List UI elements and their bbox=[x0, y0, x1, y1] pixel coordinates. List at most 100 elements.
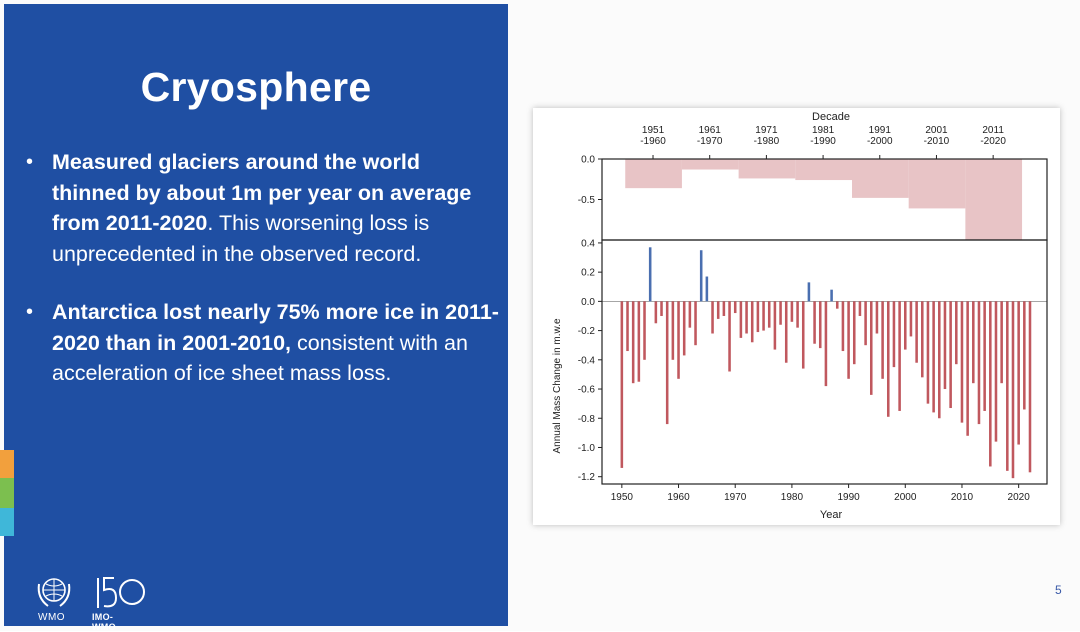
annual-bar bbox=[835, 301, 839, 309]
annual-bar bbox=[989, 301, 992, 467]
annual-bar bbox=[796, 301, 799, 328]
annual-bar bbox=[790, 301, 794, 322]
annual-bar bbox=[926, 301, 930, 404]
decade-axis-label: Decade bbox=[812, 111, 850, 123]
decade-tick-label: 1991 bbox=[869, 125, 892, 136]
annual-bar bbox=[699, 250, 703, 302]
bullet-normal-text: consistent with an acceleration of ice s… bbox=[52, 330, 468, 386]
annual-bar bbox=[909, 301, 913, 337]
annual-bar bbox=[688, 301, 692, 328]
annual-bar bbox=[733, 301, 737, 314]
annual-bar bbox=[716, 301, 720, 319]
bullet-item-glaciers: • Measured glaciers around the world thi… bbox=[26, 147, 501, 269]
annual-bar bbox=[960, 301, 964, 423]
bullet-item-antarctica: • Antarctica lost nearly 75% more ice in… bbox=[26, 297, 501, 389]
annual-bar bbox=[654, 301, 658, 324]
annual-bar bbox=[881, 301, 884, 379]
slide-title: Cryosphere bbox=[140, 64, 372, 110]
annual-bar bbox=[750, 301, 754, 343]
accent-stripe-green bbox=[0, 478, 14, 508]
annual-bar bbox=[648, 247, 652, 302]
title-panel: Cryosphere • Measured glaciers around th… bbox=[4, 4, 508, 632]
annual-bar bbox=[705, 276, 709, 302]
annual-bar bbox=[1028, 301, 1032, 473]
annual-bar bbox=[745, 301, 748, 334]
decade-tick-label: -1990 bbox=[810, 136, 836, 147]
annual-bar bbox=[972, 301, 975, 384]
annual-bar bbox=[682, 301, 686, 356]
annual-bar bbox=[677, 301, 680, 379]
annual-bar bbox=[620, 301, 624, 468]
annual-bar bbox=[773, 301, 777, 350]
annual-bar bbox=[665, 301, 669, 425]
annual-bar bbox=[739, 301, 743, 338]
annual-bar bbox=[949, 301, 952, 409]
decade-bar bbox=[625, 159, 682, 189]
bottom-y-tick-label: -0.6 bbox=[578, 385, 596, 396]
decade-tick-label: 1981 bbox=[812, 125, 835, 136]
annual-bar bbox=[784, 301, 788, 363]
year-tick-label: 1950 bbox=[611, 492, 634, 503]
bottom-y-tick-label: -1.2 bbox=[578, 472, 596, 483]
decade-bar bbox=[681, 159, 739, 170]
annual-bar bbox=[938, 301, 941, 419]
decade-tick-label: -1970 bbox=[697, 136, 723, 147]
page-number: 5 bbox=[1055, 583, 1062, 597]
bottom-y-tick-label: -0.2 bbox=[578, 326, 596, 337]
annual-bar bbox=[898, 301, 901, 411]
decade-tick-label: 1951 bbox=[642, 125, 665, 136]
annual-bar bbox=[824, 301, 828, 387]
top-y-tick-label: 0.0 bbox=[581, 155, 595, 166]
decade-tick-label: 1961 bbox=[699, 125, 722, 136]
annual-bar bbox=[886, 301, 890, 417]
annual-bar bbox=[637, 301, 641, 382]
annual-bar bbox=[767, 301, 771, 328]
decade-bar bbox=[738, 159, 796, 179]
annual-bar bbox=[932, 301, 935, 413]
decade-tick-label: -2010 bbox=[924, 136, 950, 147]
annual-bar bbox=[921, 301, 924, 378]
bottom-y-tick-label: 0.4 bbox=[581, 238, 595, 249]
annual-bar bbox=[994, 301, 998, 442]
year-axis-label: Year bbox=[820, 509, 843, 521]
annual-bar bbox=[1011, 301, 1015, 479]
bullet-normal-text: . This worsening loss is unprecedented i… bbox=[52, 211, 430, 266]
annual-bar bbox=[955, 301, 958, 365]
bullet-bold-text: Measured glaciers around the world thinn… bbox=[52, 150, 472, 235]
annual-bar bbox=[801, 301, 805, 369]
annual-bar bbox=[1000, 301, 1003, 384]
annual-bar bbox=[852, 301, 856, 365]
decade-tick-label: -1980 bbox=[754, 136, 780, 147]
bottom-y-tick-label: 0.0 bbox=[581, 297, 595, 308]
decade-tick-label: 2001 bbox=[925, 125, 948, 136]
annual-bar bbox=[756, 301, 760, 333]
annual-bar bbox=[643, 301, 646, 360]
annual-bar bbox=[1017, 301, 1020, 445]
annual-mass-change-axis-label: Annual Mass Change in m.w.e bbox=[552, 318, 563, 454]
annual-bar bbox=[1006, 301, 1009, 471]
mass-change-chart: Decade Year Annual Mass Change in m.w.e … bbox=[552, 111, 1048, 521]
bottom-y-tick-label: 0.2 bbox=[581, 268, 595, 279]
annual-bar bbox=[694, 301, 697, 346]
decade-tick-label: -1960 bbox=[640, 136, 666, 147]
bullet-bold-text: Antarctica lost nearly 75% more ice in 2… bbox=[52, 300, 499, 355]
bullet-list: • Measured glaciers around the world thi… bbox=[26, 147, 501, 417]
decade-tick-label: -2020 bbox=[980, 136, 1006, 147]
year-tick-label: 1960 bbox=[667, 492, 690, 503]
bottom-y-tick-label: -0.8 bbox=[578, 414, 596, 425]
annual-bar bbox=[728, 301, 731, 372]
year-tick-label: 1970 bbox=[724, 492, 747, 503]
annual-bar bbox=[830, 289, 833, 302]
bottom-y-tick-label: -0.4 bbox=[578, 355, 596, 366]
annual-bar bbox=[711, 301, 714, 334]
anniversary-150-logo-icon bbox=[97, 577, 145, 608]
annual-bar bbox=[807, 282, 811, 302]
annual-bar bbox=[943, 301, 947, 390]
decade-tick-label: -2000 bbox=[867, 136, 893, 147]
annual-bar bbox=[813, 301, 816, 344]
year-tick-label: 2000 bbox=[894, 492, 917, 503]
annual-bar bbox=[1023, 301, 1026, 410]
decade-bar bbox=[908, 159, 966, 209]
annual-bar bbox=[660, 301, 663, 316]
